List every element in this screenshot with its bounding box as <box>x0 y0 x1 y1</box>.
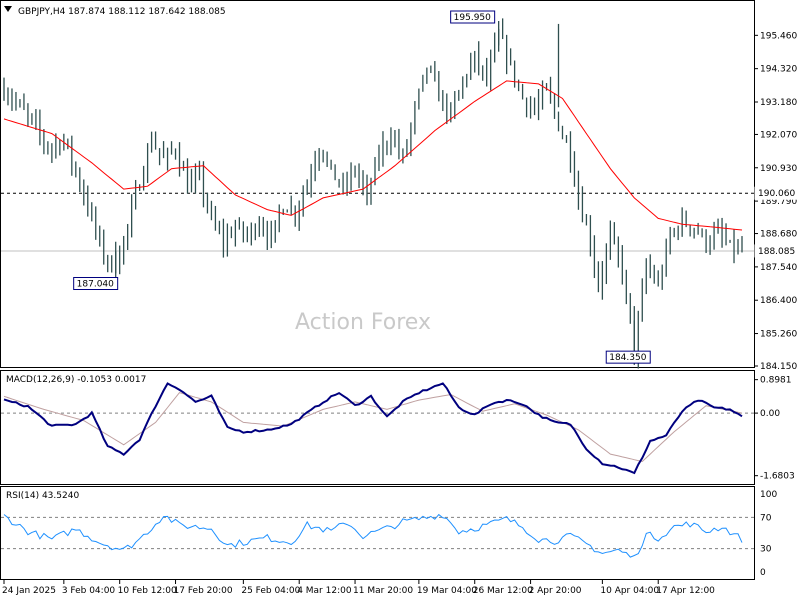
time-axis-label: 19 Mar 04:00 <box>417 586 477 596</box>
level-price-label-box <box>754 186 799 200</box>
macd-axis-label: 0.00 <box>760 409 780 419</box>
time-axis-label: 10 Feb 12:00 <box>118 586 177 596</box>
watermark: Action Forex <box>295 310 431 335</box>
macd-axis-label: -1.6803 <box>760 472 795 482</box>
rsi-panel <box>0 486 755 580</box>
time-axis-label: 11 Mar 20:00 <box>353 586 413 596</box>
symbol-header: GBPJPY,H4 187.874 188.112 187.642 188.08… <box>18 7 226 17</box>
time-axis-label: 4 Mar 12:00 <box>297 586 352 596</box>
annotation-label: 184.350 <box>609 353 646 363</box>
rsi-line <box>3 513 743 558</box>
rsi-axis-label: 0 <box>760 568 766 578</box>
macd-label: MACD(12,26,9) -0.1053 0.0017 <box>6 375 146 385</box>
current-price-label-box <box>754 244 799 258</box>
time-axis-label: 3 Feb 04:00 <box>62 586 116 596</box>
macd-panel <box>0 370 755 485</box>
annotation-label: 187.040 <box>77 280 114 290</box>
axes: 195.460 194.320 193.180 192.070 190.930 189.7… <box>2 10 799 596</box>
current-price-label: 188.085 <box>758 247 795 257</box>
annotation-box <box>73 277 119 291</box>
macd-axis-label: 0.8981 <box>760 376 792 386</box>
level-price-label: 190.060 <box>758 189 795 199</box>
price-axis-label: 185.260 <box>760 330 797 340</box>
rsi-axis-label: 30 <box>760 545 772 555</box>
price-axis-label: 195.460 <box>760 31 797 41</box>
price-axis-label: 190.930 <box>760 164 797 174</box>
rsi-label: RSI(14) 43.5240 <box>6 491 79 501</box>
price-series <box>1 18 754 369</box>
price-axis-label: 193.180 <box>760 98 797 108</box>
macd-series <box>1 382 754 475</box>
macd-signal-line <box>3 392 743 463</box>
time-axis-label: 25 Feb 04:00 <box>241 586 300 596</box>
time-axis-label: 24 Jan 2025 <box>2 586 56 596</box>
rsi-axis-label: 70 <box>760 513 772 523</box>
time-axis-label: 2 Apr 20:00 <box>529 586 582 596</box>
annotation-box <box>450 10 496 24</box>
time-axis-label: 17 Apr 12:00 <box>656 586 715 596</box>
time-axis-label: 17 Feb 20:00 <box>174 586 233 596</box>
collapse-triangle-icon[interactable] <box>4 6 12 12</box>
price-axis-label: 186.400 <box>760 296 797 306</box>
price-panel <box>0 0 755 368</box>
annotation-box <box>605 350 651 364</box>
price-axis-label: 192.070 <box>760 130 797 140</box>
price-axis-label: 188.680 <box>760 230 797 240</box>
time-axis-label: 10 Apr 04:00 <box>600 586 659 596</box>
macd-line <box>3 382 743 475</box>
price-axis-label: 187.540 <box>760 263 797 273</box>
price-axis-label: 194.320 <box>760 65 797 75</box>
moving-average-line <box>3 80 743 231</box>
annotation-label: 195.950 <box>454 13 491 23</box>
rsi-axis-label: 100 <box>760 490 777 500</box>
price-bars <box>3 18 743 369</box>
price-axis-label: 184.150 <box>760 362 797 372</box>
time-axis-label: 26 Mar 12:00 <box>473 586 533 596</box>
rsi-series <box>1 513 754 558</box>
price-axis-label: 189.790 <box>760 197 797 207</box>
